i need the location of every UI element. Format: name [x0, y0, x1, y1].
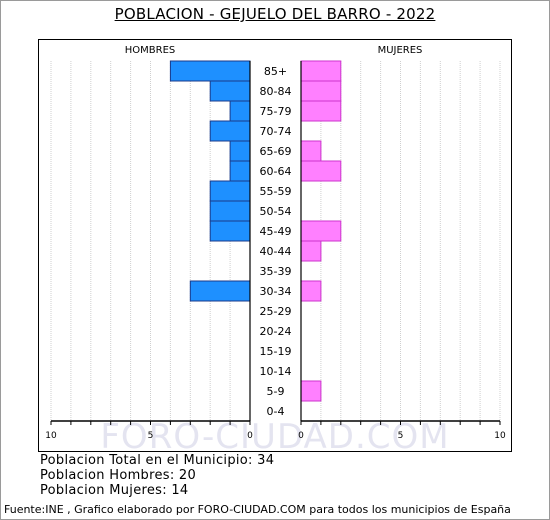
chart-area: FORO-CIUDAD.COM HOMBRES MUJERES 85+ 80-84 75-… — [38, 39, 512, 452]
bar-hombres — [169, 60, 251, 82]
stat-men: Poblacion Hombres: 20 — [40, 468, 197, 483]
bar-mujeres — [300, 240, 322, 262]
category-label: 80-84 — [260, 85, 292, 98]
legend-mujeres: MUJERES — [378, 45, 423, 56]
bar-hombres — [229, 140, 251, 162]
chart-title: POBLACION - GEJUELO DEL BARRO - 2022 — [114, 5, 436, 23]
tick-label-left: 5 — [148, 431, 154, 441]
category-label: 5-9 — [267, 385, 285, 398]
category-label: 40-44 — [260, 245, 292, 258]
category-label: 75-79 — [260, 105, 292, 118]
category-label: 25-29 — [260, 305, 292, 318]
footer-source: Fuente:INE , Grafico elaborado por FORO-… — [4, 503, 511, 516]
category-label: 85+ — [264, 65, 287, 78]
stat-total: Poblacion Total en el Municipio: 34 — [40, 453, 275, 468]
category-label: 0-4 — [267, 405, 285, 418]
bar-mujeres — [300, 60, 342, 82]
watermark-text: FORO-CIUDAD.COM — [100, 417, 449, 451]
bar-mujeres — [300, 140, 322, 162]
category-label: 65-69 — [260, 145, 292, 158]
tick-label-left: 0 — [247, 431, 253, 441]
population-pyramid-chart: FORO-CIUDAD.COM HOMBRES MUJERES 85+ 80-84 75-… — [45, 45, 506, 451]
category-label: 30-34 — [260, 285, 292, 298]
tick-label-right: 0 — [298, 431, 304, 441]
category-label: 10-14 — [260, 365, 292, 378]
bar-hombres — [189, 280, 251, 302]
bar-hombres — [209, 120, 251, 142]
bar-mujeres — [300, 160, 342, 182]
tick-label-left: 10 — [45, 431, 57, 441]
tick-label-right: 5 — [398, 431, 404, 441]
bar-mujeres — [300, 280, 322, 302]
bar-hombres — [209, 200, 251, 222]
bar-hombres — [209, 180, 251, 202]
category-label: 20-24 — [260, 325, 292, 338]
category-label: 70-74 — [260, 125, 292, 138]
bar-mujeres — [300, 100, 342, 122]
bar-mujeres — [300, 80, 342, 102]
bar-mujeres — [300, 380, 322, 402]
category-label: 45-49 — [260, 225, 292, 238]
category-label: 55-59 — [260, 185, 292, 198]
category-label: 60-64 — [260, 165, 292, 178]
category-label: 50-54 — [260, 205, 292, 218]
legend-hombres: HOMBRES — [125, 45, 176, 56]
stat-women: Poblacion Mujeres: 14 — [40, 483, 189, 498]
category-label: 35-39 — [260, 265, 292, 278]
bar-mujeres — [300, 220, 342, 242]
bar-hombres — [229, 100, 251, 122]
category-label: 15-19 — [260, 345, 292, 358]
bar-hombres — [229, 160, 251, 182]
bar-hombres — [209, 220, 251, 242]
tick-label-right: 10 — [494, 431, 506, 441]
bar-hombres — [209, 80, 251, 102]
